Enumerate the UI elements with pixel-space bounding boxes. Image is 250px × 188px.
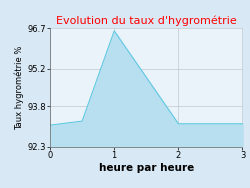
- Y-axis label: Taux hygrométrie %: Taux hygrométrie %: [15, 45, 24, 130]
- Title: Evolution du taux d'hygrométrie: Evolution du taux d'hygrométrie: [56, 16, 236, 26]
- X-axis label: heure par heure: heure par heure: [98, 163, 194, 173]
